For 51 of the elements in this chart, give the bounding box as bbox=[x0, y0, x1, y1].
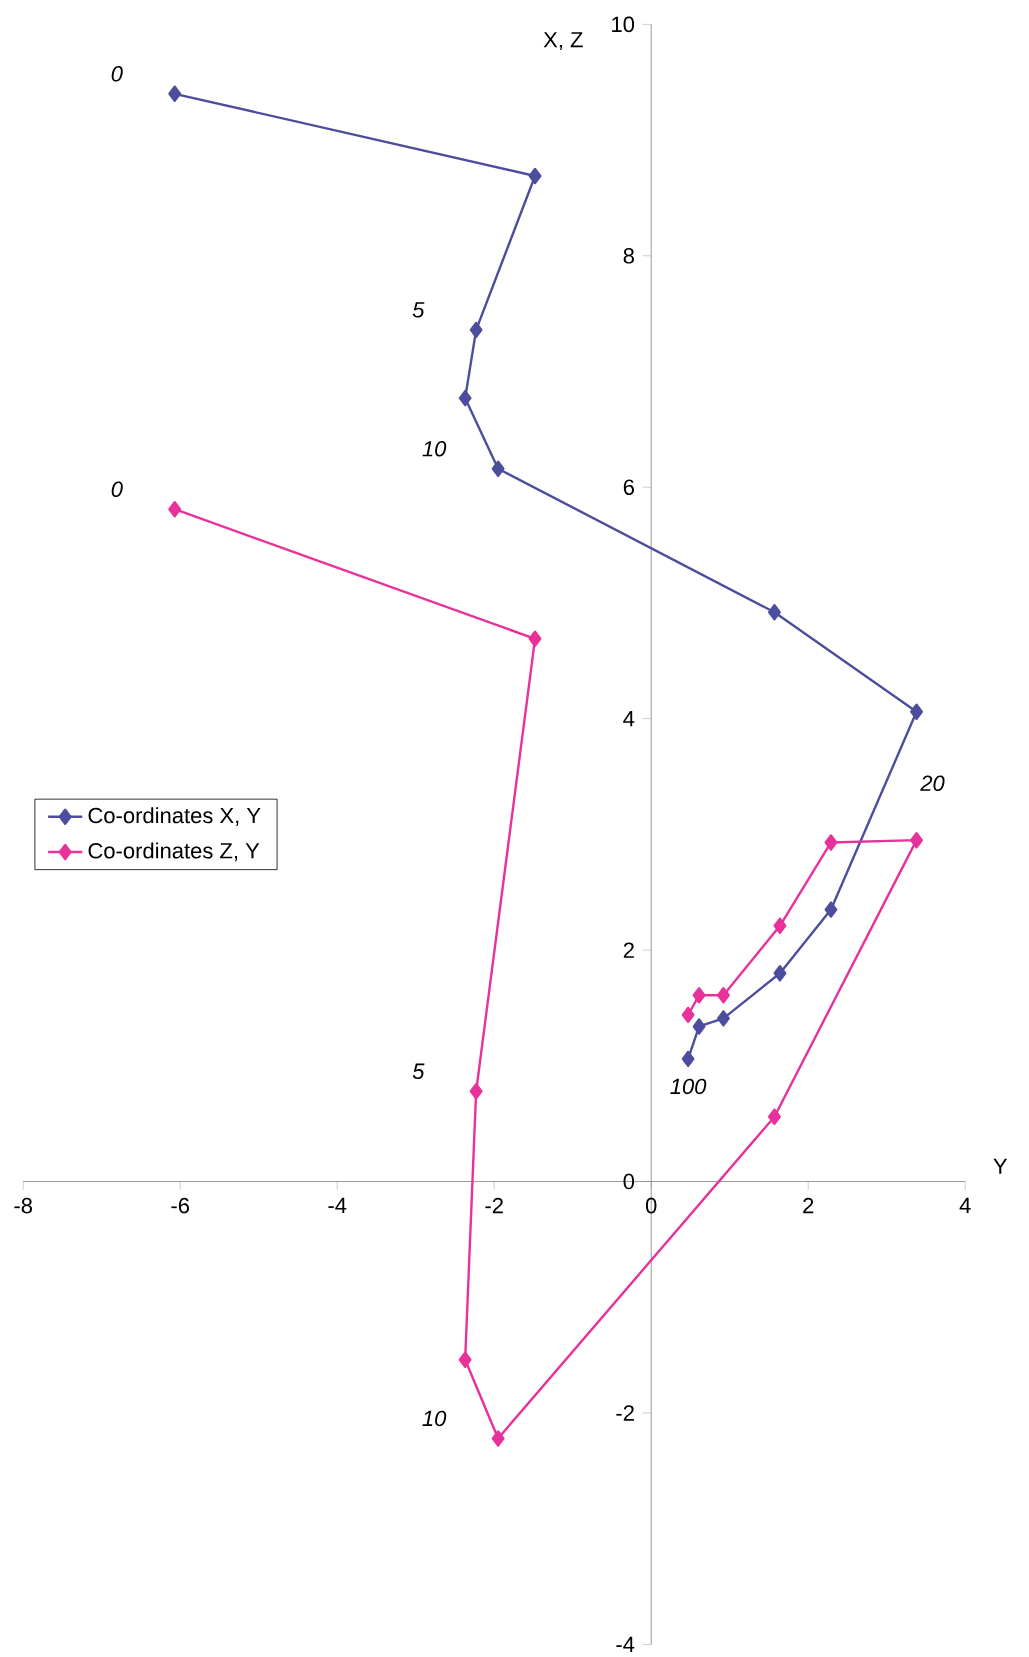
y-tick-label: 0 bbox=[623, 1173, 635, 1190]
point bbox=[768, 1108, 781, 1125]
x-tick-label: 4 bbox=[959, 1197, 971, 1213]
point bbox=[910, 703, 923, 720]
point bbox=[528, 167, 542, 185]
x-tick-label: -4 bbox=[328, 1197, 347, 1213]
annotation: 20 bbox=[920, 775, 945, 792]
point bbox=[773, 965, 787, 982]
point bbox=[458, 1351, 472, 1368]
y-tick-label: -2 bbox=[616, 1405, 634, 1421]
x-tick-label: 2 bbox=[803, 1197, 814, 1214]
point bbox=[768, 604, 781, 621]
annotation: 0 bbox=[111, 66, 123, 82]
point bbox=[458, 389, 472, 407]
point bbox=[716, 987, 730, 1004]
annotation: 5 bbox=[412, 302, 425, 318]
point bbox=[469, 321, 483, 339]
annotation: 10 bbox=[422, 440, 447, 457]
y-axis-title: X, Z bbox=[543, 32, 583, 51]
x-axis-title: Y bbox=[993, 1158, 1008, 1174]
y-tick-label: 8 bbox=[623, 248, 634, 264]
point bbox=[168, 85, 182, 103]
annotation: 0 bbox=[111, 481, 123, 498]
annotation: 10 bbox=[422, 1410, 447, 1427]
point bbox=[168, 501, 182, 518]
annotation: 100 bbox=[670, 1078, 707, 1095]
y-tick-label: 6 bbox=[623, 479, 634, 496]
x-tick-label: -8 bbox=[14, 1197, 33, 1214]
point bbox=[773, 917, 787, 934]
point bbox=[824, 901, 838, 918]
legend-label: Co-ordinates X, Y bbox=[88, 807, 261, 826]
x-tick-label: -2 bbox=[485, 1197, 503, 1214]
y-tick-label: 10 bbox=[612, 16, 635, 33]
point bbox=[692, 987, 706, 1004]
point bbox=[692, 1018, 706, 1035]
x-tick-label: -6 bbox=[171, 1197, 190, 1214]
point bbox=[491, 460, 505, 477]
point bbox=[910, 831, 923, 849]
point bbox=[528, 630, 542, 648]
x-tick-label: 0 bbox=[645, 1197, 657, 1214]
annotation: 5 bbox=[412, 1063, 425, 1079]
y-tick-label: 4 bbox=[623, 711, 635, 727]
y-tick-label: 2 bbox=[623, 942, 634, 958]
point bbox=[716, 1010, 730, 1027]
legend-label: Co-ordinates Z, Y bbox=[88, 842, 260, 862]
point bbox=[491, 1430, 505, 1447]
point bbox=[681, 1050, 695, 1068]
point bbox=[469, 1083, 483, 1100]
y-tick-label: -4 bbox=[616, 1636, 635, 1652]
point bbox=[824, 834, 838, 851]
point bbox=[681, 1006, 695, 1024]
